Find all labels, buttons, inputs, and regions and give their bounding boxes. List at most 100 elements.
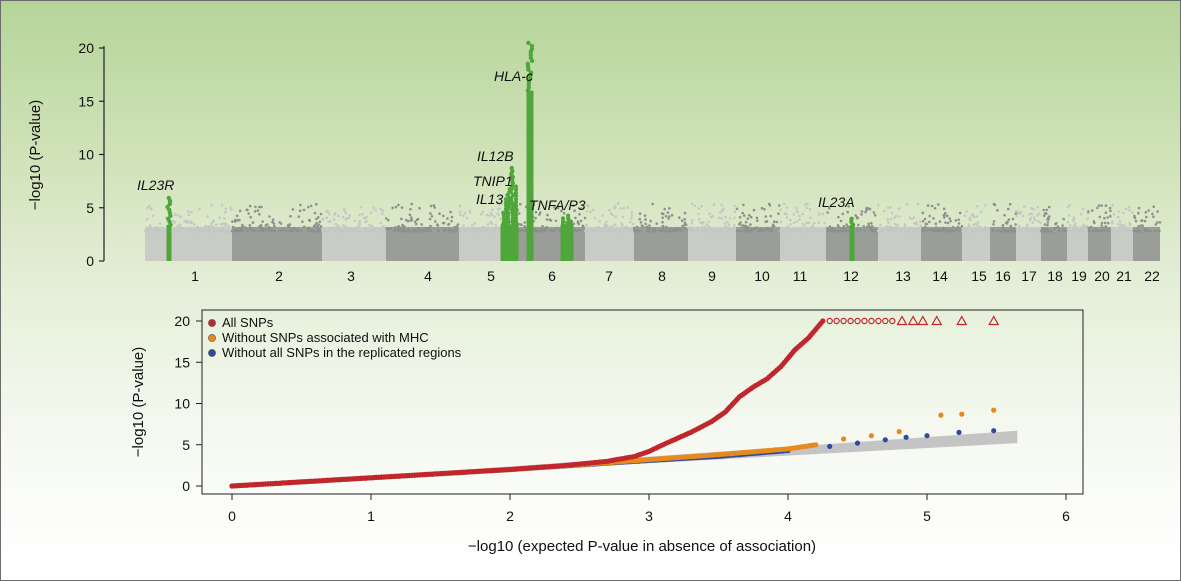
manhattan-point (678, 216, 681, 219)
manhattan-point (720, 209, 724, 212)
manhattan-point (910, 227, 913, 230)
manhattan-point (364, 229, 368, 233)
manhattan-point (343, 209, 347, 212)
manhattan-point (1144, 228, 1147, 232)
manhattan-point (1116, 222, 1120, 226)
locus-column (509, 224, 515, 261)
manhattan-chromosome-4-points (384, 202, 460, 261)
locus-point (503, 200, 509, 205)
locus-il23a (849, 216, 856, 261)
manhattan-point (1054, 222, 1057, 226)
manhattan-point (690, 202, 694, 206)
qq-point (813, 442, 819, 448)
manhattan-point (795, 220, 799, 223)
chromosome-label: 17 (1021, 268, 1037, 284)
manhattan-point (483, 229, 487, 233)
manhattan-point (1124, 207, 1128, 211)
manhattan-point (992, 220, 996, 223)
manhattan-point (273, 224, 276, 228)
qq-points (229, 315, 1000, 489)
manhattan-point (493, 229, 497, 233)
manhattan-point (409, 216, 413, 219)
manhattan-point (1018, 212, 1022, 215)
manhattan-point (357, 225, 360, 228)
locus-point (513, 206, 519, 211)
chromosome-label: 19 (1071, 268, 1087, 284)
manhattan-point (680, 219, 684, 222)
manhattan-point (903, 223, 907, 226)
manhattan-point (224, 224, 227, 227)
manhattan-point (975, 229, 978, 233)
chromosome-label: 5 (487, 268, 495, 284)
chromosome-label: 3 (347, 268, 355, 284)
manhattan-point (293, 228, 296, 232)
manhattan-point (553, 229, 556, 233)
manhattan-point (661, 216, 664, 220)
manhattan-point (1103, 229, 1107, 232)
manhattan-point (753, 227, 756, 231)
manhattan-point (1119, 229, 1123, 232)
manhattan-point (893, 222, 897, 226)
qq-capped-triangle (988, 315, 1000, 326)
locus-point (513, 213, 519, 218)
manhattan-point-band (634, 226, 688, 261)
manhattan-point (724, 225, 728, 228)
locus-point (503, 197, 509, 202)
manhattan-point (447, 222, 451, 226)
manhattan-point (1041, 228, 1044, 232)
manhattan-point (944, 211, 947, 215)
manhattan-point (968, 224, 971, 228)
locus-column (568, 224, 574, 261)
manhattan-point (488, 214, 491, 217)
manhattan-point (838, 229, 842, 233)
manhattan-point (299, 203, 302, 207)
qq-capped-triangle (907, 315, 919, 326)
chromosome-label: 21 (1116, 268, 1132, 284)
manhattan-point (1014, 223, 1017, 226)
manhattan-point (517, 212, 521, 215)
manhattan-point (843, 229, 846, 233)
qq-capped-point (889, 317, 896, 325)
manhattan-point (1033, 218, 1037, 222)
manhattan-chromosome-21-points (1110, 204, 1134, 261)
manhattan-point (707, 220, 710, 224)
locus-column (513, 224, 519, 261)
manhattan-point (596, 225, 600, 229)
manhattan-point (147, 228, 150, 232)
qq-x-tick-label: 4 (784, 508, 792, 524)
manhattan-point-band (145, 226, 232, 261)
manhattan-point (555, 227, 558, 230)
manhattan-point (1042, 208, 1045, 212)
manhattan-point (854, 214, 857, 217)
manhattan-point (863, 229, 866, 232)
manhattan-point (361, 212, 364, 216)
manhattan-point (237, 218, 241, 222)
manhattan-point (651, 202, 654, 206)
manhattan-point (152, 229, 155, 233)
qq-series-1 (229, 315, 1000, 489)
manhattan-point (193, 223, 196, 226)
manhattan-point (214, 223, 218, 227)
manhattan-point (217, 229, 221, 233)
manhattan-point (683, 221, 687, 225)
qq-point (938, 412, 944, 418)
manhattan-point (387, 218, 390, 222)
manhattan-point (795, 227, 799, 230)
manhattan-point (755, 216, 759, 220)
manhattan-point (208, 229, 211, 233)
manhattan-point (369, 211, 373, 215)
manhattan-point (747, 214, 751, 217)
manhattan-point (609, 212, 613, 215)
manhattan-point (801, 222, 805, 226)
manhattan-point (975, 215, 979, 218)
manhattan-point (608, 208, 611, 212)
manhattan-point (1134, 229, 1138, 233)
manhattan-point (483, 227, 487, 231)
manhattan-point (828, 225, 832, 228)
manhattan-point (964, 228, 968, 231)
manhattan-point (173, 221, 177, 224)
manhattan-point (661, 220, 664, 224)
manhattan-point (872, 211, 876, 214)
manhattan-point (473, 222, 477, 225)
manhattan-point (976, 221, 980, 224)
